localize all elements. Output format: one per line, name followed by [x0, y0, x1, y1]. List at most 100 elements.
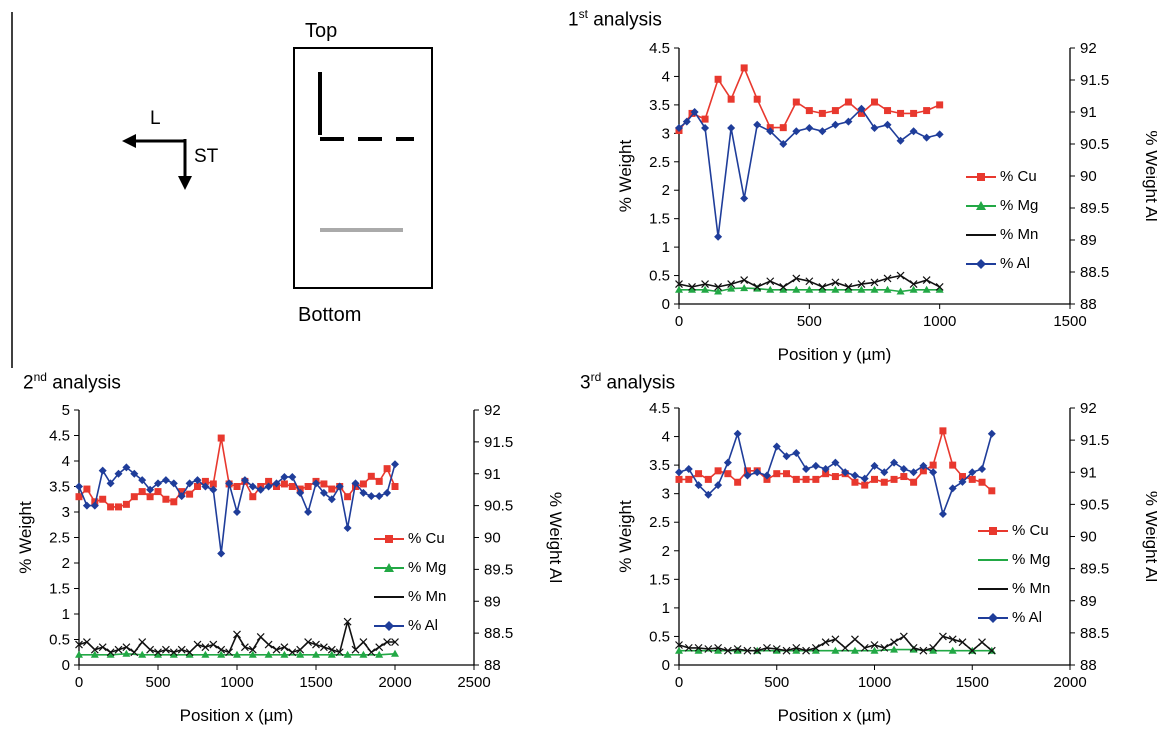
- data-point: [327, 645, 336, 654]
- data-point: [766, 127, 775, 136]
- data-point: [701, 115, 709, 123]
- data-point: [106, 648, 115, 657]
- y2-tick-label: 92: [1080, 400, 1097, 417]
- data-point: [675, 280, 683, 289]
- data-point: [217, 650, 226, 658]
- data-point: [763, 643, 771, 652]
- chart-3-title: 3rd analysis: [580, 370, 676, 394]
- data-point: [909, 468, 918, 477]
- data-point: [201, 650, 210, 658]
- data-point: [688, 283, 696, 291]
- data-point: [779, 124, 787, 132]
- data-point: [727, 124, 736, 132]
- legend-entry-mg: % Mg: [976, 545, 1050, 574]
- data-point: [831, 278, 840, 287]
- legend-swatch-mn: [978, 587, 1008, 590]
- data-point: [841, 643, 850, 652]
- data-point: [766, 285, 775, 293]
- series-mg: [75, 649, 399, 658]
- data-point: [884, 107, 892, 115]
- series-mn: [675, 632, 996, 655]
- data-point: [844, 117, 853, 126]
- data-point: [304, 483, 312, 490]
- y2-tick-label: 91.5: [1080, 432, 1109, 449]
- y2-axis-label: % Weight Al: [1142, 491, 1157, 582]
- data-point: [792, 475, 800, 483]
- data-point: [740, 64, 748, 72]
- data-point: [831, 107, 839, 115]
- y-tick-label: 2.5: [649, 154, 670, 171]
- y2-tick-label: 88.5: [1080, 625, 1109, 642]
- data-point: [844, 98, 852, 106]
- data-point: [304, 638, 313, 646]
- data-point: [694, 646, 703, 654]
- data-point: [685, 475, 693, 483]
- data-point: [870, 461, 879, 470]
- series-cu: [75, 434, 399, 511]
- x-tick-label: 2500: [457, 674, 490, 691]
- data-point: [130, 469, 139, 478]
- data-point: [312, 640, 320, 649]
- data-point: [217, 434, 225, 442]
- data-point: [841, 468, 850, 477]
- y2-tick-label: 88.5: [1080, 264, 1109, 281]
- data-point: [929, 643, 938, 652]
- y-tick-label: 3: [662, 486, 670, 503]
- data-point: [792, 274, 801, 283]
- data-point: [896, 287, 905, 295]
- data-point: [296, 645, 305, 654]
- data-point: [217, 645, 226, 654]
- data-point: [922, 285, 931, 293]
- y2-tick-label: 92: [1080, 40, 1097, 57]
- data-point: [209, 640, 218, 649]
- data-point: [782, 646, 791, 655]
- data-point: [217, 549, 226, 558]
- y-tick-label: 1.5: [49, 581, 70, 598]
- x-axis-label: Position y (µm): [778, 345, 892, 364]
- data-point: [919, 461, 928, 470]
- data-point: [857, 285, 866, 293]
- legend-entry-mg: % Mg: [964, 191, 1038, 220]
- data-point: [900, 473, 908, 481]
- data-point: [896, 136, 905, 145]
- data-point: [880, 478, 888, 486]
- data-point: [958, 477, 967, 486]
- data-point: [802, 646, 810, 655]
- y-axis-label: % Weight: [616, 140, 635, 213]
- y-tick-label: 1.5: [649, 571, 670, 588]
- data-point: [280, 643, 289, 652]
- data-point: [782, 452, 791, 461]
- y-tick-label: 4: [662, 429, 670, 446]
- data-point: [90, 650, 99, 658]
- y2-axis-label: % Weight Al: [1142, 130, 1157, 221]
- x-axis-label: Position x (µm): [180, 706, 294, 725]
- data-point: [714, 481, 723, 490]
- data-point: [335, 648, 344, 657]
- data-point: [701, 285, 710, 293]
- data-point: [359, 480, 367, 488]
- y2-tick-label: 91: [1080, 464, 1097, 481]
- data-point: [851, 635, 859, 644]
- data-point: [248, 482, 257, 491]
- x-tick-label: 1500: [1053, 313, 1086, 330]
- data-point: [987, 429, 996, 438]
- legend-swatch-al: [978, 612, 1008, 623]
- data-point: [75, 482, 83, 491]
- legend-swatch-cu: [374, 534, 404, 543]
- data-point: [743, 467, 751, 475]
- data-point: [753, 646, 762, 655]
- data-point: [890, 475, 898, 483]
- data-point: [938, 510, 947, 519]
- data-point: [288, 472, 297, 481]
- data-point: [890, 458, 899, 467]
- data-point: [240, 476, 249, 485]
- legend-entry-al: % Al: [372, 611, 446, 640]
- data-point: [319, 488, 328, 497]
- data-point: [818, 109, 826, 117]
- data-point: [857, 280, 866, 289]
- data-point: [701, 280, 709, 289]
- y-tick-label: 2: [662, 543, 670, 560]
- data-point: [857, 109, 865, 117]
- chart-1: 0 0.5 1 1.5 2 2.5 3 3.5 4 4.5 88 88.5 89 89.5 90 90.5 91…: [616, 40, 1157, 364]
- y2-tick-label: 88.5: [484, 625, 513, 642]
